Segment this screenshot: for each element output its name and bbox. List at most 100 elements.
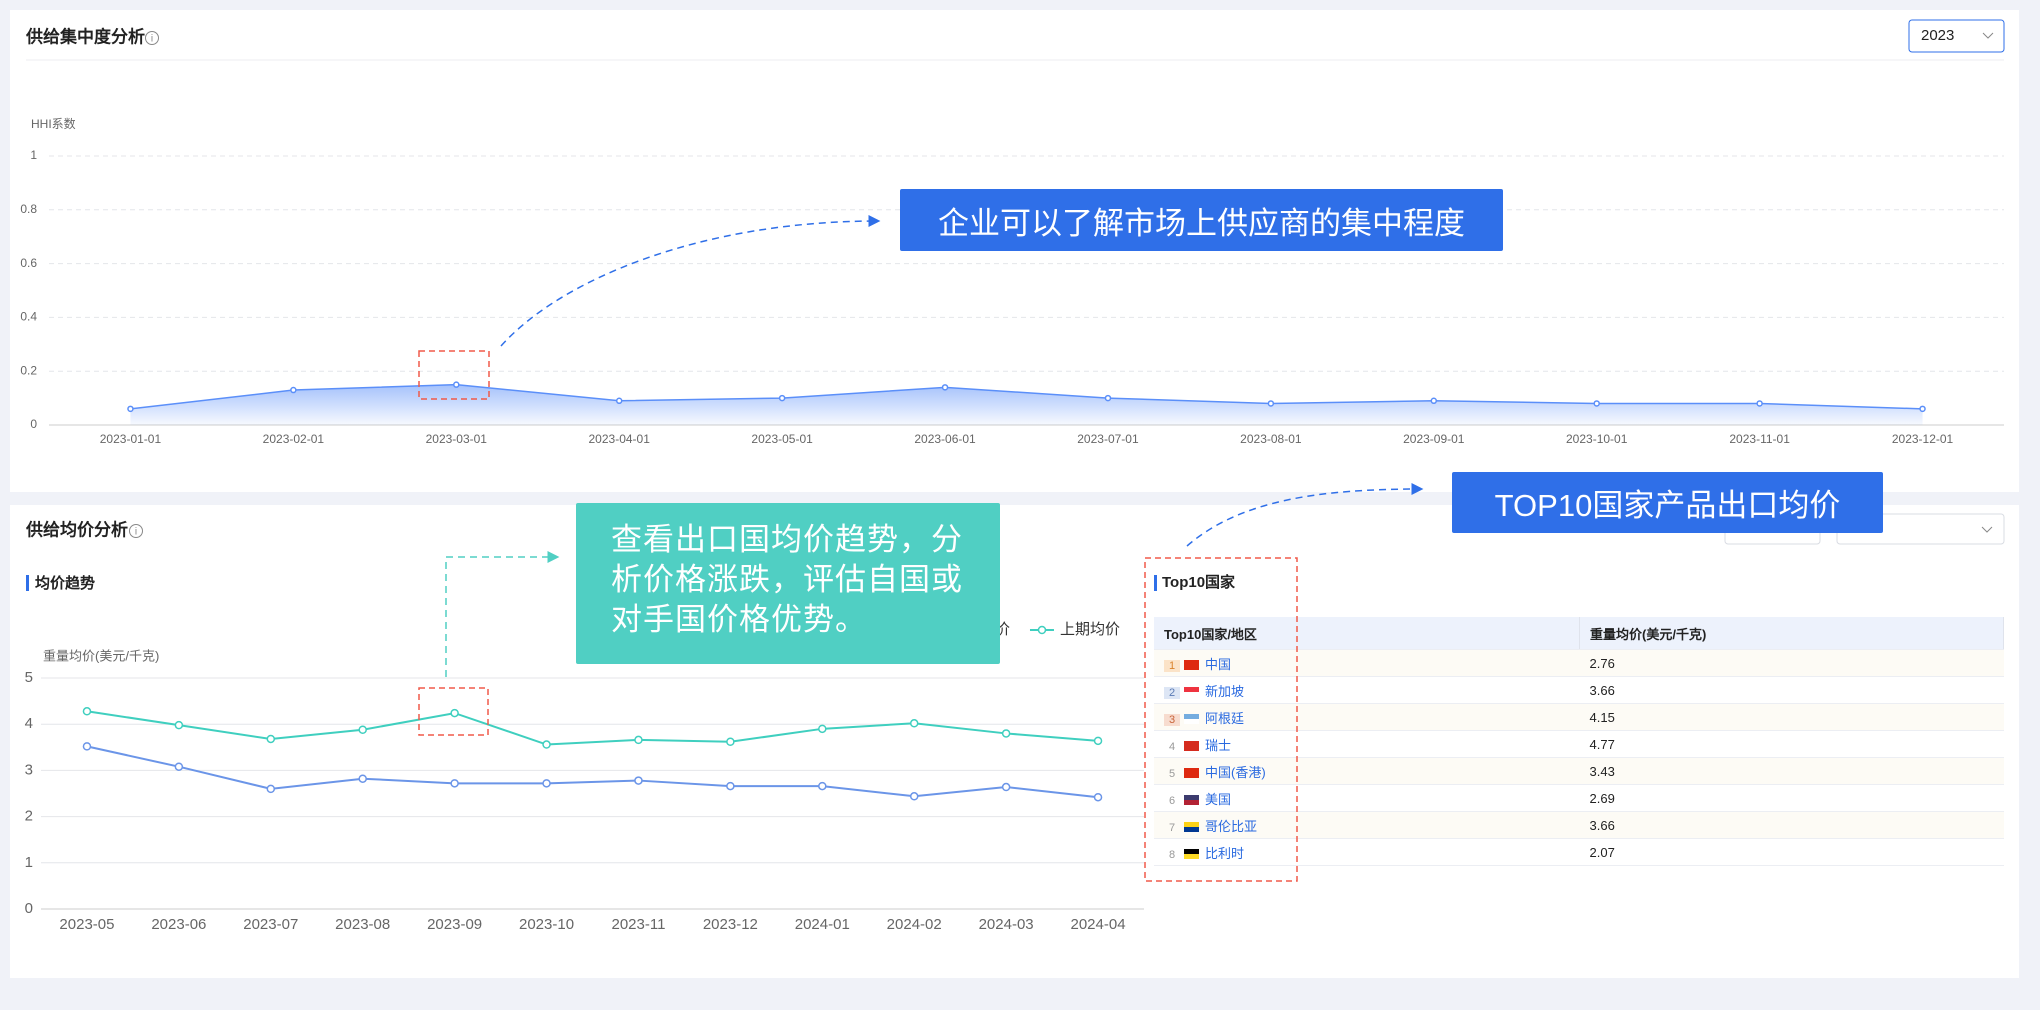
- y-tick-label: 0: [25, 900, 33, 917]
- price-cell: 4.77: [1579, 730, 2004, 758]
- y-tick-label: 0: [30, 417, 37, 431]
- column-header: 重量均价(美元/千克): [1579, 617, 2004, 650]
- chevron: [1981, 526, 1993, 533]
- point: [174, 762, 184, 771]
- point: [778, 394, 786, 402]
- flag: [1184, 714, 1199, 725]
- y-tick-label: 0.8: [20, 202, 37, 216]
- area: [130, 384, 1923, 425]
- flag: [1184, 795, 1199, 806]
- rank: 8: [1168, 848, 1176, 861]
- point: [358, 774, 367, 783]
- country-cell: 4 瑞士: [1154, 730, 1580, 758]
- point: [615, 397, 623, 405]
- section-title: 均价趋势: [35, 574, 95, 592]
- country-link[interactable]: 中国(香港): [1205, 764, 1266, 780]
- annotation: 企业可以了解市场上供应商的集中程度: [900, 189, 1503, 251]
- rank: 5: [1168, 767, 1176, 780]
- table-row: 3 阿根廷 4.15: [1154, 703, 2004, 731]
- info-icon: i: [151, 34, 153, 45]
- country-link[interactable]: 哥伦比亚: [1205, 818, 1258, 834]
- country-cell: 2 新加坡: [1154, 676, 1580, 704]
- point: [1430, 397, 1438, 405]
- y-tick-label: 1: [25, 854, 33, 871]
- legend-swatch: [1037, 625, 1047, 635]
- table-wrap: Top10国家/地区 重量均价(美元/千克) 1 中国 2.76 2 新加坡 3.66 3 阿根…: [1154, 617, 2004, 866]
- x-tick-label: 2023-11: [611, 916, 665, 933]
- point: [1093, 736, 1103, 746]
- point: [726, 737, 735, 747]
- x-tick-label: 2023-03-01: [426, 432, 488, 446]
- point: [174, 720, 184, 730]
- rank: 3: [1164, 713, 1180, 726]
- x-tick-label: 2023-05: [59, 916, 114, 933]
- year-select[interactable]: [1908, 19, 2005, 53]
- y-tick-label: 4: [25, 715, 33, 732]
- x-tick-label: 2023-07-01: [1077, 432, 1139, 446]
- info-icon[interactable]: [145, 31, 159, 45]
- rank: 4: [1168, 740, 1176, 753]
- x-tick-label: 2023-07: [243, 916, 298, 933]
- x-tick-label: 2024-03: [979, 916, 1034, 933]
- line: [86, 745, 1099, 799]
- point: [909, 719, 919, 728]
- table-row: 6 美国 2.69: [1154, 784, 2004, 812]
- year-select-value: 2023: [1921, 27, 1954, 44]
- point: [542, 779, 551, 788]
- info-icon: i: [135, 527, 137, 538]
- x-tick-label: 2023-01-01: [100, 432, 162, 446]
- country-link[interactable]: 美国: [1205, 791, 1232, 807]
- chevron: [1982, 32, 1994, 39]
- price-cell: 3.43: [1579, 757, 2004, 785]
- price-cell: 3.66: [1579, 676, 2004, 704]
- flag: [1184, 660, 1199, 671]
- table-row: 4 瑞士 4.77: [1154, 730, 2004, 758]
- flag: [1184, 741, 1199, 752]
- info-icon[interactable]: [129, 524, 143, 538]
- y-tick-label: 0.2: [20, 363, 37, 377]
- point: [941, 384, 949, 391]
- table-row: 5 中国(香港) 3.43: [1154, 757, 2004, 785]
- point: [909, 792, 919, 801]
- point: [290, 386, 297, 394]
- y-tick-label: 0.4: [20, 310, 37, 324]
- point: [1267, 400, 1275, 407]
- point: [818, 781, 827, 791]
- section-marker: [1154, 575, 1157, 591]
- country-cell: 5 中国(香港): [1154, 757, 1580, 785]
- price-cell: 3.66: [1579, 811, 2004, 839]
- section-title: Top10国家: [1162, 573, 1235, 591]
- top10-table: Top10国家/地区 重量均价(美元/千克) 1 中国 2.76 2 新加坡 3.66 3 阿根…: [1154, 617, 2004, 866]
- country-cell: 3 阿根廷: [1154, 703, 1580, 731]
- y-tick-label: 5: [25, 669, 33, 686]
- flag: [1184, 768, 1199, 779]
- rank: 2: [1164, 686, 1180, 699]
- point: [634, 776, 643, 785]
- point: [634, 735, 643, 745]
- x-tick-label: 2024-04: [1071, 916, 1126, 933]
- point: [1001, 729, 1011, 738]
- country-cell: 8 比利时: [1154, 838, 1580, 866]
- country-link[interactable]: 新加坡: [1205, 683, 1245, 699]
- x-tick-label: 2023-12-01: [1892, 432, 1954, 446]
- rank: 6: [1168, 794, 1176, 807]
- point: [450, 708, 459, 718]
- country-link[interactable]: 比利时: [1205, 845, 1245, 861]
- flag: [1184, 849, 1199, 860]
- price-cell: 2.07: [1579, 838, 2004, 866]
- point: [82, 742, 92, 751]
- price-cell: 2.76: [1579, 649, 2004, 677]
- x-tick-label: 2023-08-01: [1240, 432, 1302, 446]
- table-row: 2 新加坡 3.66: [1154, 676, 2004, 704]
- panel-title: 供给集中度分析: [25, 26, 145, 46]
- table-row: 1 中国 2.76: [1154, 649, 2004, 677]
- point: [1001, 782, 1011, 792]
- y-tick-label: 2: [25, 808, 33, 825]
- x-tick-label: 2023-05-01: [751, 432, 813, 446]
- country-link[interactable]: 瑞士: [1205, 737, 1232, 753]
- x-tick-label: 2023-10-01: [1566, 432, 1628, 446]
- country-link[interactable]: 中国: [1205, 656, 1232, 672]
- country-link[interactable]: 阿根廷: [1205, 710, 1245, 726]
- section-marker: [26, 575, 29, 591]
- point: [266, 784, 276, 794]
